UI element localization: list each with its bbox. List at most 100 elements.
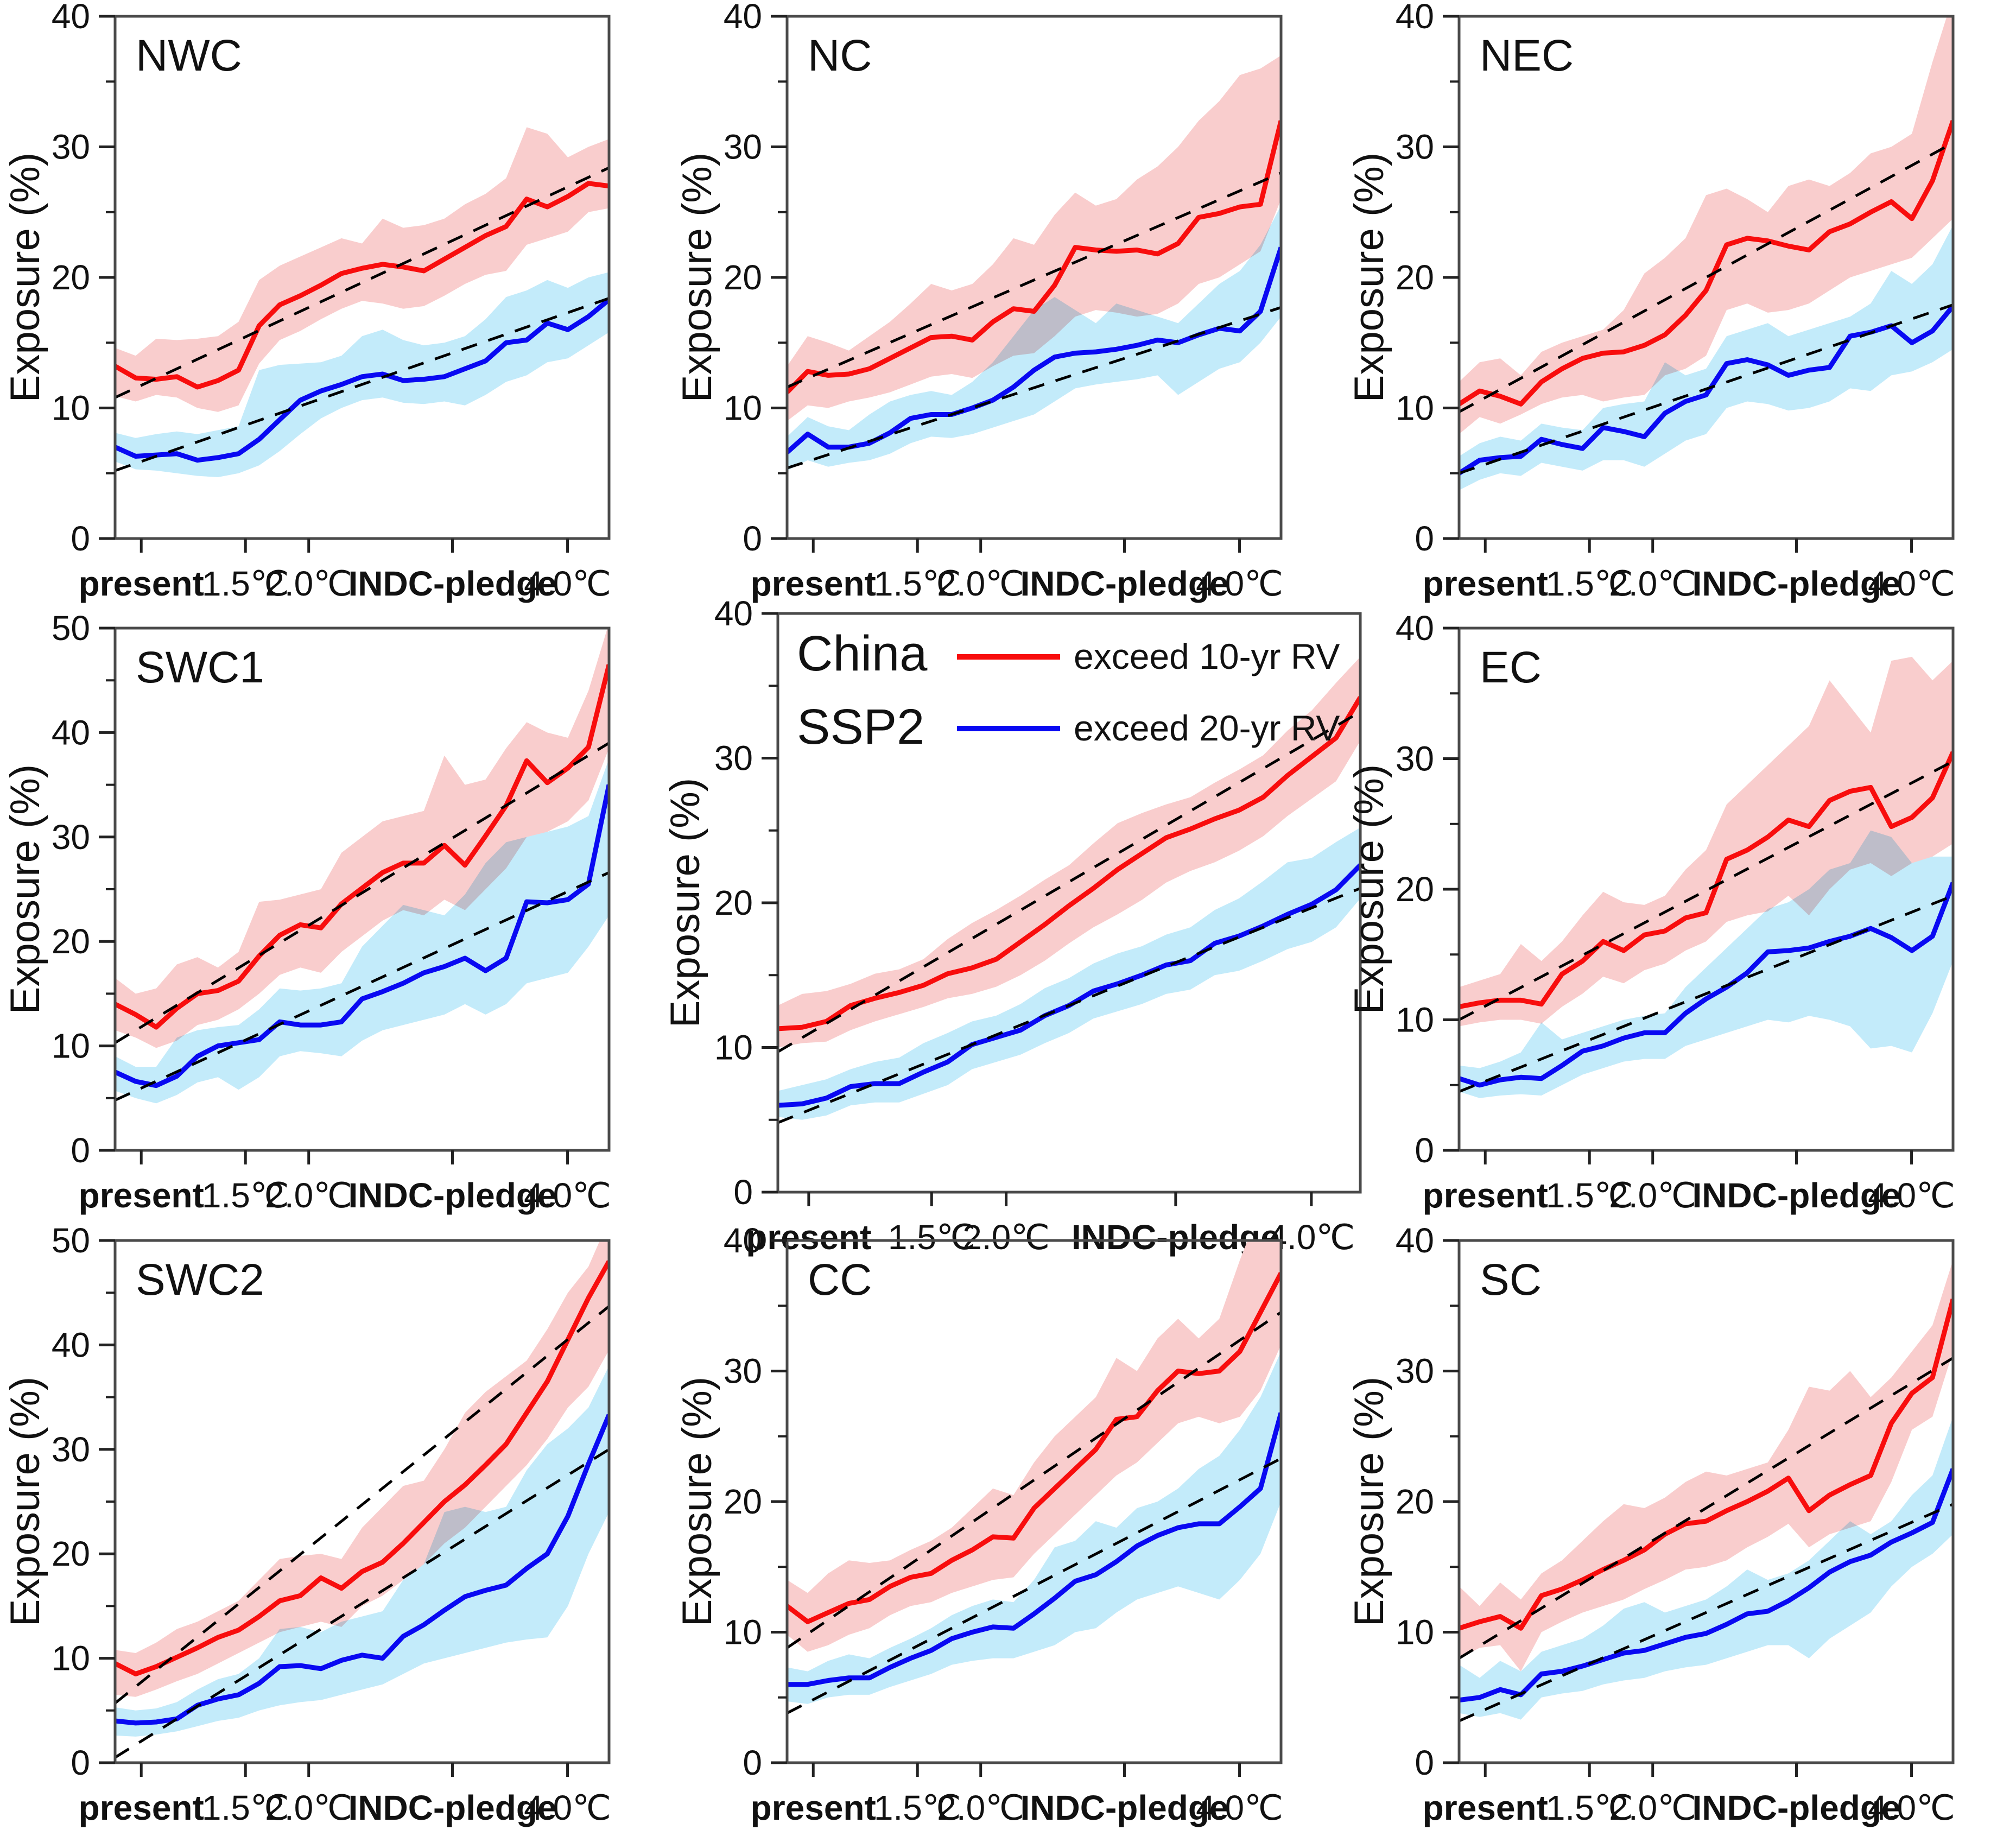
y-tick-label: 30 [52, 128, 90, 167]
panel-title: NC [808, 31, 872, 80]
x-tick-label: 1.5℃ [1546, 564, 1633, 603]
red-line-exceed-10yr [1459, 119, 1953, 407]
red-trend-dashed-line [1459, 1357, 1953, 1660]
y-tick-label: 30 [714, 739, 753, 778]
y-tick-label: 10 [1396, 1613, 1434, 1652]
y-axis-title: Exposure (%) [2, 764, 48, 1014]
y-tick-label: 10 [724, 389, 762, 428]
x-tick-label: 1.5℃ [202, 1176, 289, 1215]
y-tick-label: 40 [714, 594, 753, 633]
y-tick-label: 20 [1396, 1482, 1434, 1521]
y-tick-label: 30 [1396, 128, 1434, 167]
red-confidence-band [778, 656, 1360, 1048]
panel-title: SWC2 [136, 1255, 264, 1305]
panel-title: EC [1480, 643, 1542, 692]
y-tick-label: 50 [52, 1224, 90, 1260]
y-axis-title: Exposure (%) [674, 1377, 720, 1626]
y-tick-label: 40 [1396, 0, 1434, 36]
y-axis-title: Exposure (%) [674, 153, 720, 402]
y-tick-label: 30 [1396, 1352, 1434, 1391]
x-tick-label: 2.0℃ [937, 1788, 1024, 1827]
y-tick-label: 40 [52, 0, 90, 36]
chart-svg-swc2: 0 10 20 30 40 50 present1.5℃2.0℃INDC-pledge4.0… [2, 1221, 611, 1827]
chart-panel-nwc: 0 10 20 30 40 present 1.5℃ 2.0℃ INDC-pledge 4.0℃ E… [0, 0, 672, 615]
x-tick-label: present [751, 564, 876, 603]
panel-title: SWC1 [136, 643, 264, 692]
y-tick-label: 0 [1415, 1743, 1434, 1782]
blue-trend-dashed-line [1459, 303, 1953, 475]
x-tick-label: 4.0℃ [1868, 1788, 1955, 1827]
blue-trend-dashed-line [115, 1448, 609, 1759]
y-tick-label: 30 [724, 1352, 762, 1391]
legend-label: exceed 20-yr RV [1074, 708, 1340, 748]
blue-line-exceed-20yr [787, 1412, 1281, 1687]
blue-line-exceed-20yr [115, 297, 609, 463]
x-tick-label: present [79, 1788, 204, 1827]
y-tick-label: 0 [1415, 519, 1434, 558]
y-axis-title: Exposure (%) [1346, 764, 1392, 1014]
blue-trend-dashed-line [115, 871, 609, 1101]
x-tick-label: present [79, 564, 204, 603]
blue-confidence-band [778, 827, 1360, 1120]
y-tick-label: 30 [724, 128, 762, 167]
y-tick-label: 0 [71, 1131, 90, 1170]
y-tick-label: 20 [52, 258, 90, 297]
y-tick-label: 10 [52, 1639, 90, 1678]
red-trend-dashed-line [115, 166, 609, 399]
red-line-exceed-10yr [1459, 1299, 1953, 1631]
blue-confidence-band [787, 205, 1281, 471]
chart-panel-swc2: 0 10 20 30 40 50 present 1.5℃ 2.0℃ INDC-pledge 4.0… [0, 1221, 672, 1836]
x-tick-label: 1.5℃ [1546, 1176, 1633, 1215]
x-tick-label: present [751, 1788, 876, 1827]
red-line-exceed-10yr [778, 696, 1360, 1031]
x-tick-label: 1.5℃ [202, 1788, 289, 1827]
y-tick-label: 20 [724, 1482, 762, 1521]
red-confidence-band [787, 55, 1281, 421]
x-tick-label: 4.0℃ [1868, 564, 1955, 603]
x-tick-label: 2.0℃ [1609, 1176, 1696, 1215]
x-tick-label: 1.5℃ [1546, 1788, 1633, 1827]
blue-trend-dashed-line [1459, 1503, 1953, 1723]
y-tick-label: 0 [743, 519, 762, 558]
y-tick-label: 20 [52, 922, 90, 961]
chart-panel-sc: 0 10 20 30 40 present 1.5℃ 2.0℃ INDC-pledge 4.0℃ E… [1344, 1221, 2016, 1836]
blue-confidence-band [1459, 830, 1953, 1098]
red-trend-dashed-line [787, 172, 1281, 389]
y-tick-label: 20 [1396, 870, 1434, 909]
red-confidence-band [115, 628, 609, 1048]
red-trend-dashed-line [1459, 142, 1953, 413]
y-tick-label: 20 [1396, 258, 1434, 297]
x-tick-label: INDC-pledge [348, 564, 557, 603]
y-tick-label: 30 [52, 818, 90, 857]
x-tick-label: 1.5℃ [202, 564, 289, 603]
x-tick-label: 4.0℃ [524, 1176, 611, 1215]
x-tick-label: INDC-pledge [1692, 564, 1901, 603]
y-tick-label: 30 [1396, 739, 1434, 778]
x-tick-label: 4.0℃ [1196, 1788, 1283, 1827]
x-tick-label: present [1423, 1176, 1548, 1215]
blue-confidence-band [1459, 1416, 1953, 1720]
chart-panel-cc: 0 10 20 30 40 present 1.5℃ 2.0℃ INDC-pledge 4.0℃ E… [672, 1221, 1344, 1836]
x-tick-label: INDC-pledge [1692, 1788, 1901, 1827]
x-tick-label: 2.0℃ [265, 1788, 352, 1827]
chart-panel-china: 0 10 20 30 40 present 1.5℃ 2.0℃ INDC-pledge 4.0℃ E… [656, 591, 1380, 1267]
red-confidence-band [1459, 1260, 1953, 1672]
x-tick-label: present [746, 1218, 871, 1257]
chart-svg-swc1: 0 10 20 30 40 50 present1.5℃2.0℃INDC-pledge4.0… [2, 609, 611, 1215]
y-axis-title: Exposure (%) [2, 1377, 48, 1626]
x-tick-label: 2.0℃ [265, 1176, 352, 1215]
x-tick-label: 1.5℃ [874, 564, 961, 603]
red-line-exceed-10yr [115, 181, 609, 390]
y-tick-label: 30 [52, 1430, 90, 1469]
x-tick-label: 4.0℃ [1868, 1176, 1955, 1215]
red-trend-dashed-line [115, 742, 609, 1044]
x-tick-label: 1.5℃ [874, 1788, 961, 1827]
y-axis-title: Exposure (%) [1346, 1377, 1392, 1626]
y-tick-label: 0 [743, 1743, 762, 1782]
red-trend-dashed-line [1459, 760, 1953, 1021]
